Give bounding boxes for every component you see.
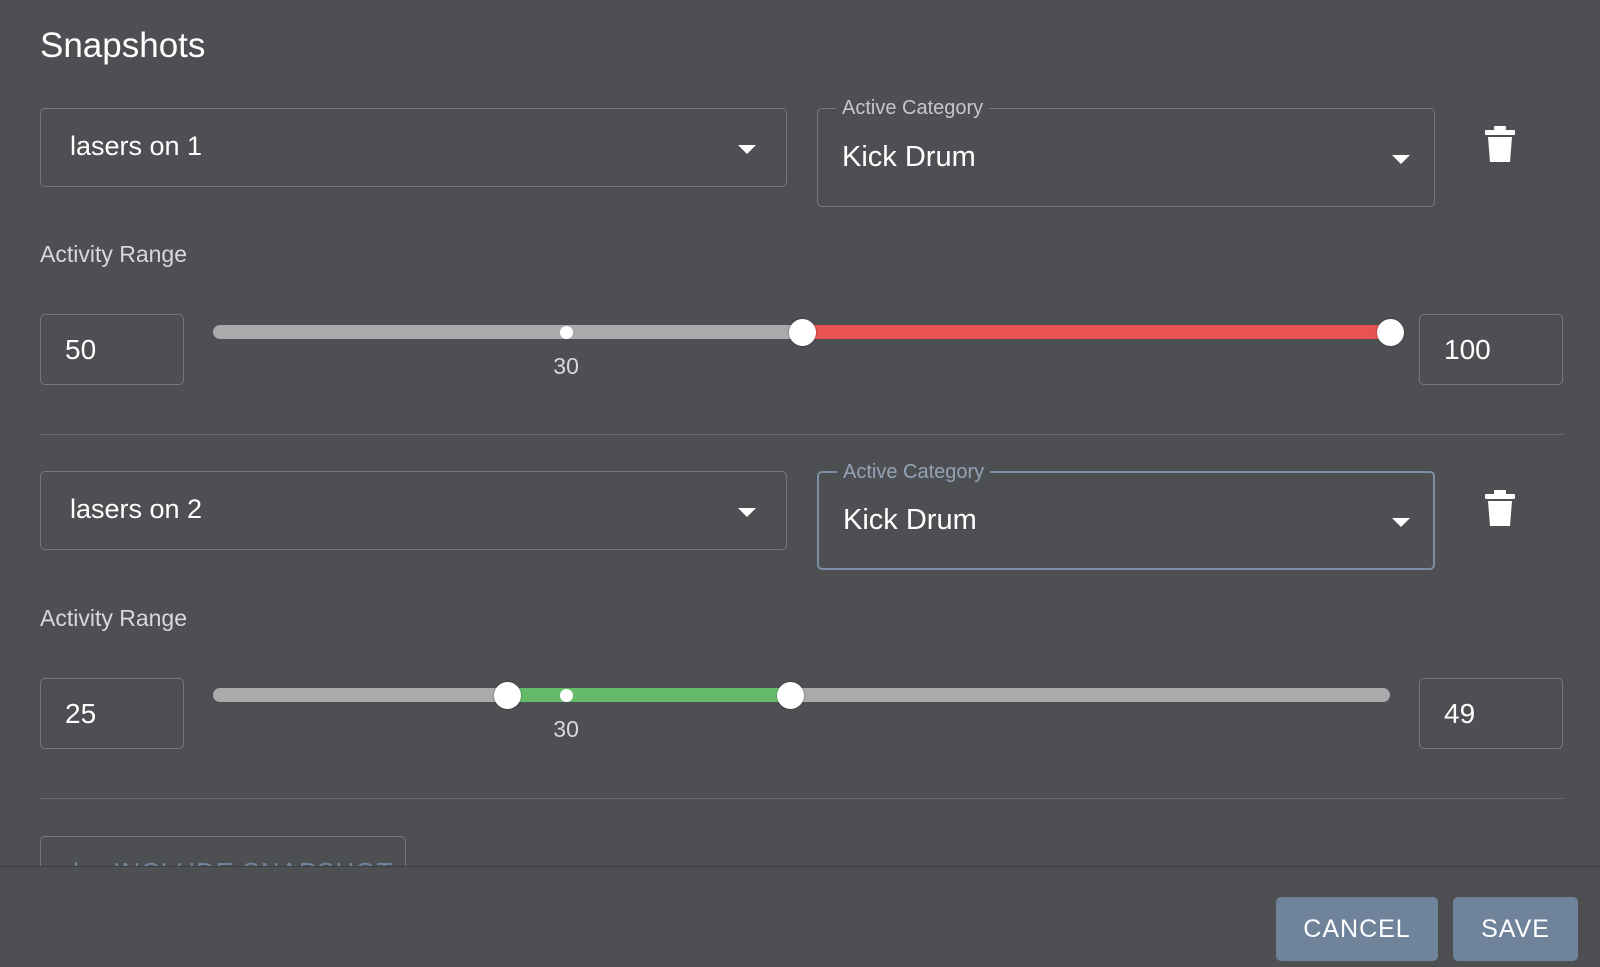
cancel-button[interactable]: CANCEL	[1276, 897, 1438, 961]
range-max-value: 100	[1444, 334, 1491, 365]
slider-thumb-max[interactable]	[1377, 319, 1404, 346]
activity-range-slider-2[interactable]: 30	[213, 680, 1390, 742]
include-snapshot-label: INCLUDE SNAPSHOT	[113, 857, 393, 866]
include-snapshot-button[interactable]: + INCLUDE SNAPSHOT	[40, 836, 406, 866]
range-min-value: 50	[65, 334, 97, 365]
snapshot-select-2[interactable]: lasers on 2	[40, 471, 787, 550]
activity-range-label: Activity Range	[40, 605, 188, 631]
snapshot-select-value: lasers on 1	[70, 131, 203, 161]
chevron-down-icon	[738, 145, 756, 154]
slider-mark-label: 30	[553, 353, 579, 379]
active-category-value: Kick Drum	[843, 504, 977, 536]
delete-icon[interactable]	[1485, 126, 1515, 162]
active-category-label: Active Category	[836, 96, 990, 120]
slider-thumb-max[interactable]	[776, 682, 804, 709]
slider-mark	[560, 326, 574, 339]
delete-icon[interactable]	[1485, 490, 1515, 526]
slider-track	[801, 325, 1390, 339]
chevron-down-icon	[1392, 155, 1410, 164]
range-max-input-2[interactable]: 49	[1419, 678, 1563, 749]
divider	[40, 798, 1564, 799]
snapshot-select-1[interactable]: lasers on 1	[40, 108, 787, 187]
slider-mark	[560, 689, 574, 702]
range-min-input-1[interactable]: 50	[40, 314, 184, 385]
chevron-down-icon	[738, 508, 756, 517]
save-button[interactable]: SAVE	[1453, 897, 1578, 961]
active-category-select-2[interactable]: Active Category Kick Drum	[817, 460, 1435, 570]
range-max-input-1[interactable]: 100	[1419, 314, 1563, 385]
range-min-input-2[interactable]: 25	[40, 678, 184, 749]
active-category-value: Kick Drum	[842, 141, 976, 173]
slider-track	[507, 688, 790, 702]
activity-range-label: Activity Range	[40, 241, 188, 267]
slider-mark-label: 30	[553, 716, 579, 742]
plus-icon: +	[67, 853, 85, 866]
dialog-title: Snapshots	[40, 26, 206, 65]
chevron-down-icon	[1392, 518, 1410, 527]
divider	[40, 434, 1564, 435]
activity-range-slider-1[interactable]: 30	[213, 317, 1404, 379]
snapshots-dialog-content: Snapshots lasers on 1 Active Category Ki…	[40, 26, 1564, 866]
snapshot-select-value: lasers on 2	[70, 494, 203, 524]
range-max-value: 49	[1444, 698, 1476, 729]
slider-thumb-min[interactable]	[494, 682, 522, 709]
slider-thumb-min[interactable]	[788, 319, 816, 346]
dialog-actions: CANCEL SAVE	[0, 866, 1600, 967]
active-category-label: Active Category	[837, 460, 991, 484]
range-min-value: 25	[65, 698, 97, 729]
active-category-select-1[interactable]: Active Category Kick Drum	[817, 96, 1435, 207]
